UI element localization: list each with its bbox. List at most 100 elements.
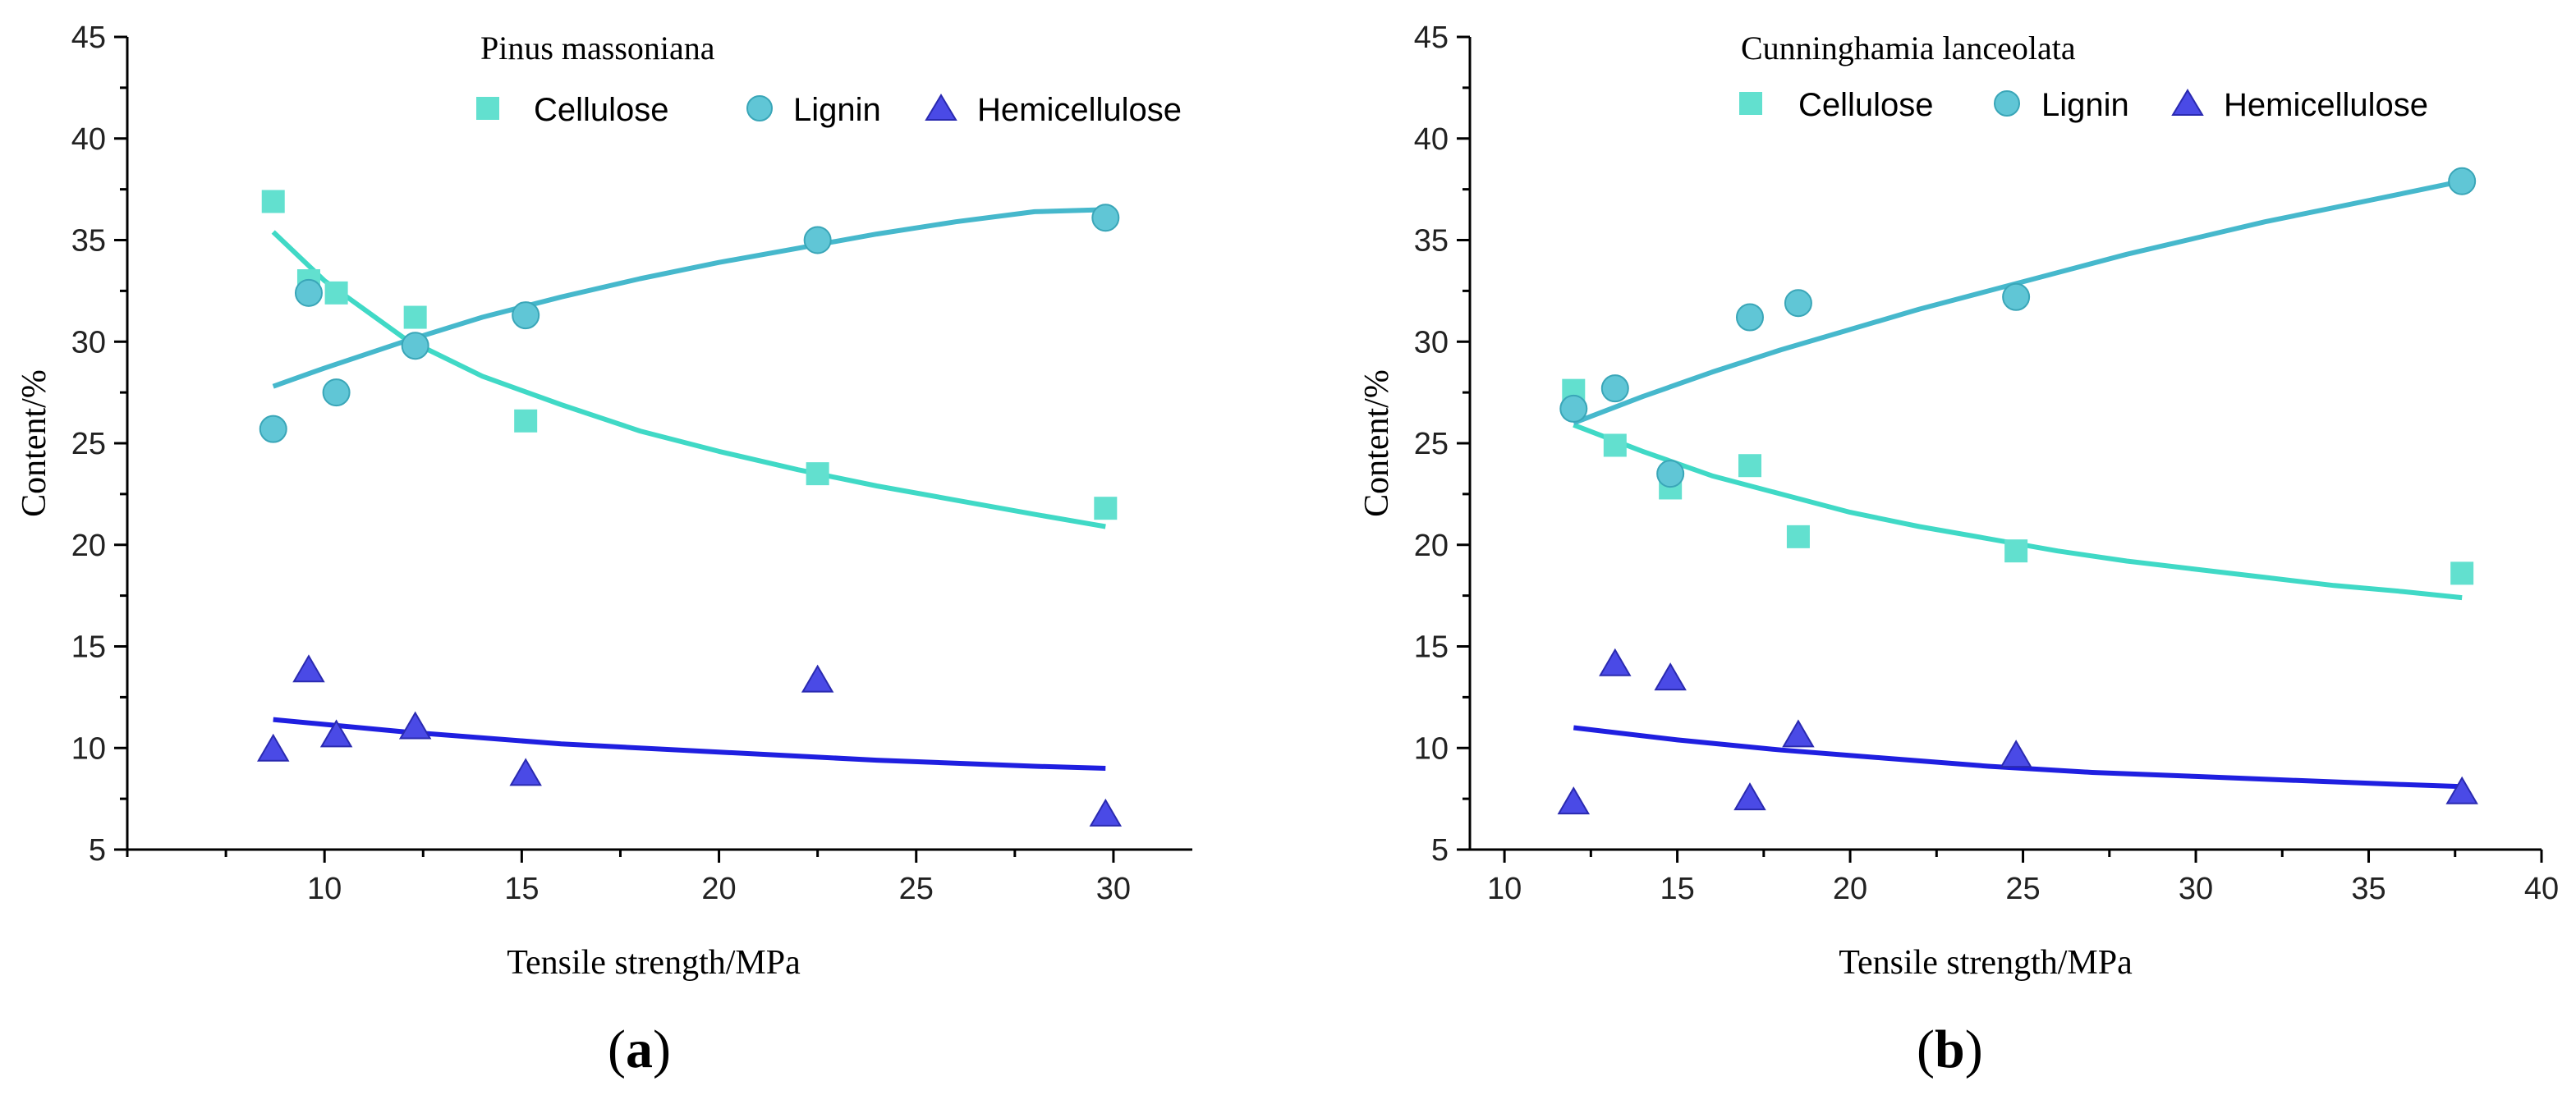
data-point-hemicellulose-b [1782,719,1815,748]
data-point-lignin-b [2002,282,2031,311]
y-tick-label: 15 [1414,630,1449,665]
chart-panel-b: 10 15 20 25 30 35 40 5 10 15 20 25 30 35 40 45 Cunningh… [1358,21,2559,1079]
data-point-hemicellulose-b [1557,786,1591,815]
panel-label-a: (a) [608,1019,671,1079]
legend-marker-lignin-b [1994,90,2020,117]
fit-line-hemicellulose-b [1573,725,2463,790]
data-point-cellulose-b [1603,433,1627,457]
data-point-lignin-a [401,332,429,360]
fit-lines-a [271,207,1106,771]
y-tick-label: 45 [1414,21,1449,55]
data-point-hemicellulose-a [257,733,290,762]
y-tick-label: 30 [1414,325,1449,360]
y-tick-label: 35 [71,224,106,259]
x-tick-label: 20 [1833,872,1867,906]
data-point-lignin-b [1735,303,1764,332]
chart-title-b: Cunninghamia lanceolata [1741,30,2076,66]
fit-lines-b [1573,178,2463,790]
x-tick-label: 15 [504,872,539,906]
x-tick-label: 25 [2005,872,2040,906]
data-point-lignin-b [1784,289,1812,318]
y-tick-label: 15 [71,630,106,665]
x-tick-label: 25 [899,872,934,906]
data-point-lignin-a [294,278,323,307]
legend-marker-lignin-a [746,95,773,121]
data-point-hemicellulose-b [1654,662,1687,691]
legend-marker-cellulose-b [1739,92,1762,115]
y-tick-label: 5 [89,833,106,868]
chart-title-a: Pinus massoniana [480,30,715,66]
data-point-hemicellulose-b [1733,782,1766,811]
legend-label-cellulose-b: Cellulose [1798,87,1934,123]
x-tick-label: 10 [307,872,342,906]
data-point-lignin-b [1559,394,1588,423]
data-point-hemicellulose-b [2000,740,2032,768]
y-axis-title-a: Content/% [16,369,53,517]
y-tick-label: 5 [1431,833,1449,868]
data-point-lignin-b [2448,167,2477,195]
x-tick-label: 30 [2179,872,2213,906]
data-point-cellulose-a [806,462,829,486]
y-tick-label: 40 [71,122,106,157]
data-point-hemicellulose-a [319,719,353,748]
data-point-cellulose-b [2450,561,2474,585]
legend-marker-cellulose-a [476,97,499,120]
data-point-hemicellulose-a [801,664,834,693]
legend-a: Cellulose Lignin Hemicellulose [476,92,1182,128]
data-point-lignin-b [1600,374,1629,403]
fit-line-cellulose-a [271,230,1106,529]
fit-line-lignin-a [272,207,1106,389]
axis-ticks-b: 10 15 20 25 30 35 40 5 10 15 20 25 30 35 40 45 [1414,21,2559,906]
x-tick-label: 20 [701,872,736,906]
data-point-cellulose-a [403,305,427,329]
data-point-lignin-a [1091,204,1120,232]
data-point-cellulose-a [1094,497,1118,520]
data-point-lignin-a [259,415,287,443]
x-tick-label: 15 [1660,872,1694,906]
y-tick-label: 45 [71,21,106,55]
data-point-hemicellulose-a [292,654,325,683]
data-points-b [1557,167,2478,815]
x-tick-label: 40 [2524,872,2559,906]
y-tick-label: 20 [71,529,106,563]
panel-label-b: (b) [1917,1019,1983,1079]
x-tick-label: 30 [1096,872,1131,906]
data-point-lignin-a [803,226,832,254]
data-point-hemicellulose-a [398,711,432,740]
y-tick-label: 25 [1414,427,1449,461]
y-tick-label: 35 [1414,224,1449,259]
data-point-cellulose-a [261,190,285,213]
axis-ticks-a: 10 15 20 25 30 5 10 15 20 25 30 35 40 45 [71,21,1131,906]
chart-panel-a: 10 15 20 25 30 5 10 15 20 25 30 35 40 45 Pinus masson… [16,21,1192,1079]
legend-label-hemicellulose-b: Hemicellulose [2224,87,2428,123]
data-point-cellulose-a [324,281,348,305]
x-tick-label: 35 [2351,872,2385,906]
data-point-lignin-a [322,378,351,407]
fit-line-cellulose-b [1573,422,2463,601]
x-axis-title-a: Tensile strength/MPa [507,944,801,982]
data-point-hemicellulose-b [1599,648,1632,676]
data-point-hemicellulose-a [1089,798,1123,827]
legend-label-lignin-b: Lignin [2041,87,2129,123]
x-axis-title-b: Tensile strength/MPa [1839,944,2133,982]
data-point-hemicellulose-b [2445,776,2478,804]
data-point-hemicellulose-a [509,758,542,786]
legend-marker-hemicellulose-b [2171,89,2204,116]
fit-line-hemicellulose-a [273,717,1106,771]
x-tick-label: 10 [1487,872,1522,906]
data-points-a [257,190,1123,827]
data-point-cellulose-b [1786,525,1810,548]
data-point-cellulose-b [2004,539,2028,563]
data-point-cellulose-b [1738,454,1761,478]
y-tick-label: 40 [1414,122,1449,157]
y-tick-label: 30 [71,325,106,360]
legend-label-cellulose-a: Cellulose [534,92,669,128]
legend-marker-hemicellulose-a [925,94,957,121]
data-point-cellulose-a [514,409,538,433]
y-tick-label: 10 [1414,731,1449,766]
fit-line-lignin-b [1573,178,2463,426]
y-tick-label: 10 [71,731,106,766]
y-tick-label: 20 [1414,529,1449,563]
data-point-lignin-b [1656,460,1685,488]
